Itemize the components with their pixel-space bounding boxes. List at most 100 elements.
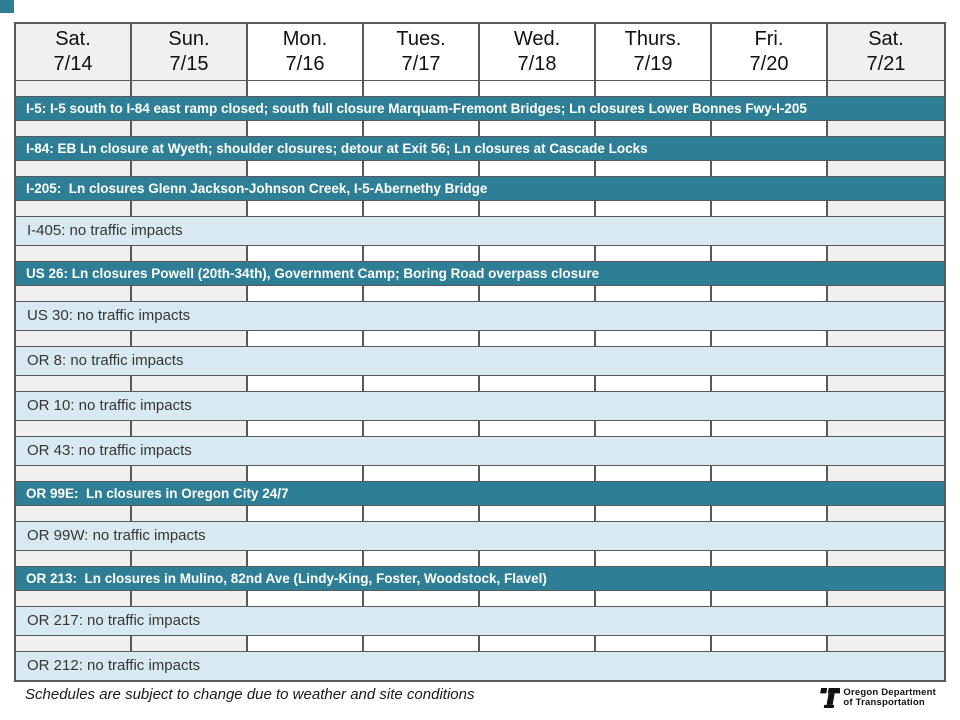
schedule-bar-i-405: I-405: no traffic impacts <box>16 217 944 245</box>
spacer-cell <box>16 246 132 261</box>
spacer-cell <box>132 551 248 566</box>
day-name: Sat. <box>868 28 904 50</box>
schedule-bar-or-99w: OR 99W: no traffic impacts <box>16 522 944 550</box>
spacer-cell <box>828 376 944 391</box>
spacer-cell <box>248 121 364 136</box>
spacer-cell <box>828 81 944 96</box>
day-date: 7/19 <box>633 53 673 75</box>
day-date: 7/15 <box>169 53 209 75</box>
spacer-row <box>16 550 944 567</box>
spacer-cell <box>828 331 944 346</box>
spacer-cell <box>712 636 828 651</box>
spacer-cell <box>364 506 480 521</box>
spacer-row <box>16 80 944 97</box>
spacer-cell <box>132 161 248 176</box>
schedule-bar-us-30: US 30: no traffic impacts <box>16 302 944 330</box>
schedule-bar-or-213: OR 213: Ln closures in Mulino, 82nd Ave … <box>16 567 944 590</box>
day-header-7-15: Sun. 7/15 <box>132 24 248 80</box>
spacer-cell <box>132 636 248 651</box>
day-name: Sat. <box>55 28 91 50</box>
spacer-cell <box>596 121 712 136</box>
spacer-cell <box>480 591 596 606</box>
spacer-row <box>16 420 944 437</box>
spacer-cell <box>132 506 248 521</box>
day-name: Thurs. <box>624 28 682 50</box>
spacer-cell <box>248 161 364 176</box>
spacer-cell <box>480 161 596 176</box>
day-name: Tues. <box>396 28 446 50</box>
spacer-cell <box>712 246 828 261</box>
spacer-cell <box>480 466 596 481</box>
spacer-cell <box>16 376 132 391</box>
schedule-bar-or-212: OR 212: no traffic impacts <box>16 652 944 680</box>
spacer-cell <box>364 421 480 436</box>
spacer-cell <box>364 331 480 346</box>
spacer-cell <box>828 161 944 176</box>
spacer-cell <box>596 201 712 216</box>
spacer-row <box>16 285 944 302</box>
schedule-body: I-5: I-5 south to I-84 east ramp closed;… <box>16 80 944 680</box>
day-header-7-19: Thurs. 7/19 <box>596 24 712 80</box>
spacer-cell <box>248 286 364 301</box>
spacer-cell <box>16 121 132 136</box>
spacer-cell <box>248 421 364 436</box>
day-date: 7/18 <box>517 53 557 75</box>
spacer-cell <box>828 506 944 521</box>
spacer-cell <box>712 286 828 301</box>
spacer-cell <box>248 376 364 391</box>
spacer-row <box>16 375 944 392</box>
spacer-cell <box>596 466 712 481</box>
spacer-cell <box>248 506 364 521</box>
spacer-cell <box>16 591 132 606</box>
odot-logo-line1: Oregon Department <box>843 686 936 698</box>
spacer-cell <box>828 121 944 136</box>
schedule-bar-or-43: OR 43: no traffic impacts <box>16 437 944 465</box>
spacer-cell <box>596 376 712 391</box>
spacer-cell <box>16 161 132 176</box>
spacer-row <box>16 160 944 177</box>
schedule-bar-i-5: I-5: I-5 south to I-84 east ramp closed;… <box>16 97 944 120</box>
spacer-row <box>16 120 944 137</box>
spacer-cell <box>16 201 132 216</box>
spacer-cell <box>16 551 132 566</box>
day-name: Mon. <box>282 28 328 50</box>
spacer-cell <box>364 201 480 216</box>
spacer-cell <box>16 286 132 301</box>
odot-logo-line2: of Transportation <box>843 697 925 708</box>
header-row: Sat. 7/14 Sun. 7/15 Mon. 7/16 Tues. 7/17 Wed. 7/1… <box>16 24 944 80</box>
spacer-cell <box>248 331 364 346</box>
spacer-cell <box>828 551 944 566</box>
schedule-bar-or-99e: OR 99E: Ln closures in Oregon City 24/7 <box>16 482 944 505</box>
footer-note: Schedules are subject to change due to w… <box>25 686 475 703</box>
spacer-cell <box>828 636 944 651</box>
spacer-cell <box>712 81 828 96</box>
spacer-cell <box>16 81 132 96</box>
spacer-cell <box>132 331 248 346</box>
schedule-bar-i-84: I-84: EB Ln closure at Wyeth; shoulder c… <box>16 137 944 160</box>
spacer-cell <box>364 81 480 96</box>
spacer-cell <box>596 161 712 176</box>
day-header-7-17: Tues. 7/17 <box>364 24 480 80</box>
odot-logo-text: Oregon Department of Transportation <box>843 686 936 709</box>
spacer-cell <box>364 246 480 261</box>
spacer-cell <box>364 161 480 176</box>
spacer-cell <box>364 551 480 566</box>
spacer-row <box>16 330 944 347</box>
schedule-table: Sat. 7/14 Sun. 7/15 Mon. 7/16 Tues. 7/17 Wed. 7/1… <box>14 22 946 682</box>
spacer-cell <box>712 121 828 136</box>
spacer-cell <box>132 286 248 301</box>
spacer-cell <box>828 421 944 436</box>
spacer-cell <box>364 121 480 136</box>
spacer-cell <box>132 421 248 436</box>
spacer-cell <box>364 376 480 391</box>
spacer-cell <box>16 636 132 651</box>
spacer-cell <box>596 421 712 436</box>
spacer-cell <box>364 591 480 606</box>
spacer-row <box>16 505 944 522</box>
spacer-cell <box>480 376 596 391</box>
spacer-cell <box>16 506 132 521</box>
spacer-cell <box>828 246 944 261</box>
spacer-cell <box>712 591 828 606</box>
odot-logo: Oregon Department of Transportation <box>814 683 936 713</box>
